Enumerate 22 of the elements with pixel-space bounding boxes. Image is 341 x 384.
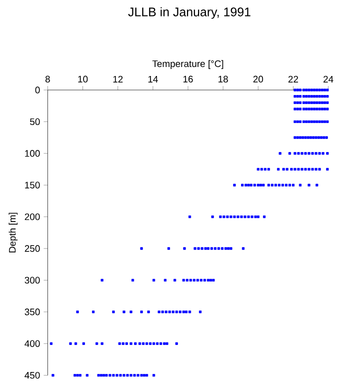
y-tick-label: 200: [24, 213, 40, 220]
x-tick-label: 22: [288, 76, 298, 82]
chart-title: JLLB in January, 1991: [128, 7, 250, 19]
y-tick-label: 300: [24, 276, 40, 284]
y-tick-label: 50: [30, 118, 40, 126]
y-tick-label: 0: [35, 86, 40, 94]
x-tick-label: 8: [45, 76, 50, 82]
x-axis-title: Temperature [°C]: [152, 60, 224, 69]
x-tick-label: 18: [218, 76, 228, 82]
y-tick-label: 400: [24, 340, 40, 347]
x-tick-label: 24: [324, 76, 334, 82]
y-axis-title: Depth [m]: [8, 212, 18, 252]
x-tick-label: 10: [78, 76, 88, 82]
x-tick-label: 12: [113, 76, 123, 82]
y-tick-label: 150: [25, 182, 40, 188]
y-tick-label: 250: [24, 245, 40, 252]
x-tick-label: 20: [253, 76, 264, 82]
x-tick-label: 16: [183, 76, 193, 82]
x-tick-label: 14: [148, 76, 158, 82]
y-tick-label: 450: [24, 372, 40, 379]
y-tick-label: 350: [24, 308, 40, 316]
y-tick-label: 100: [25, 150, 40, 157]
